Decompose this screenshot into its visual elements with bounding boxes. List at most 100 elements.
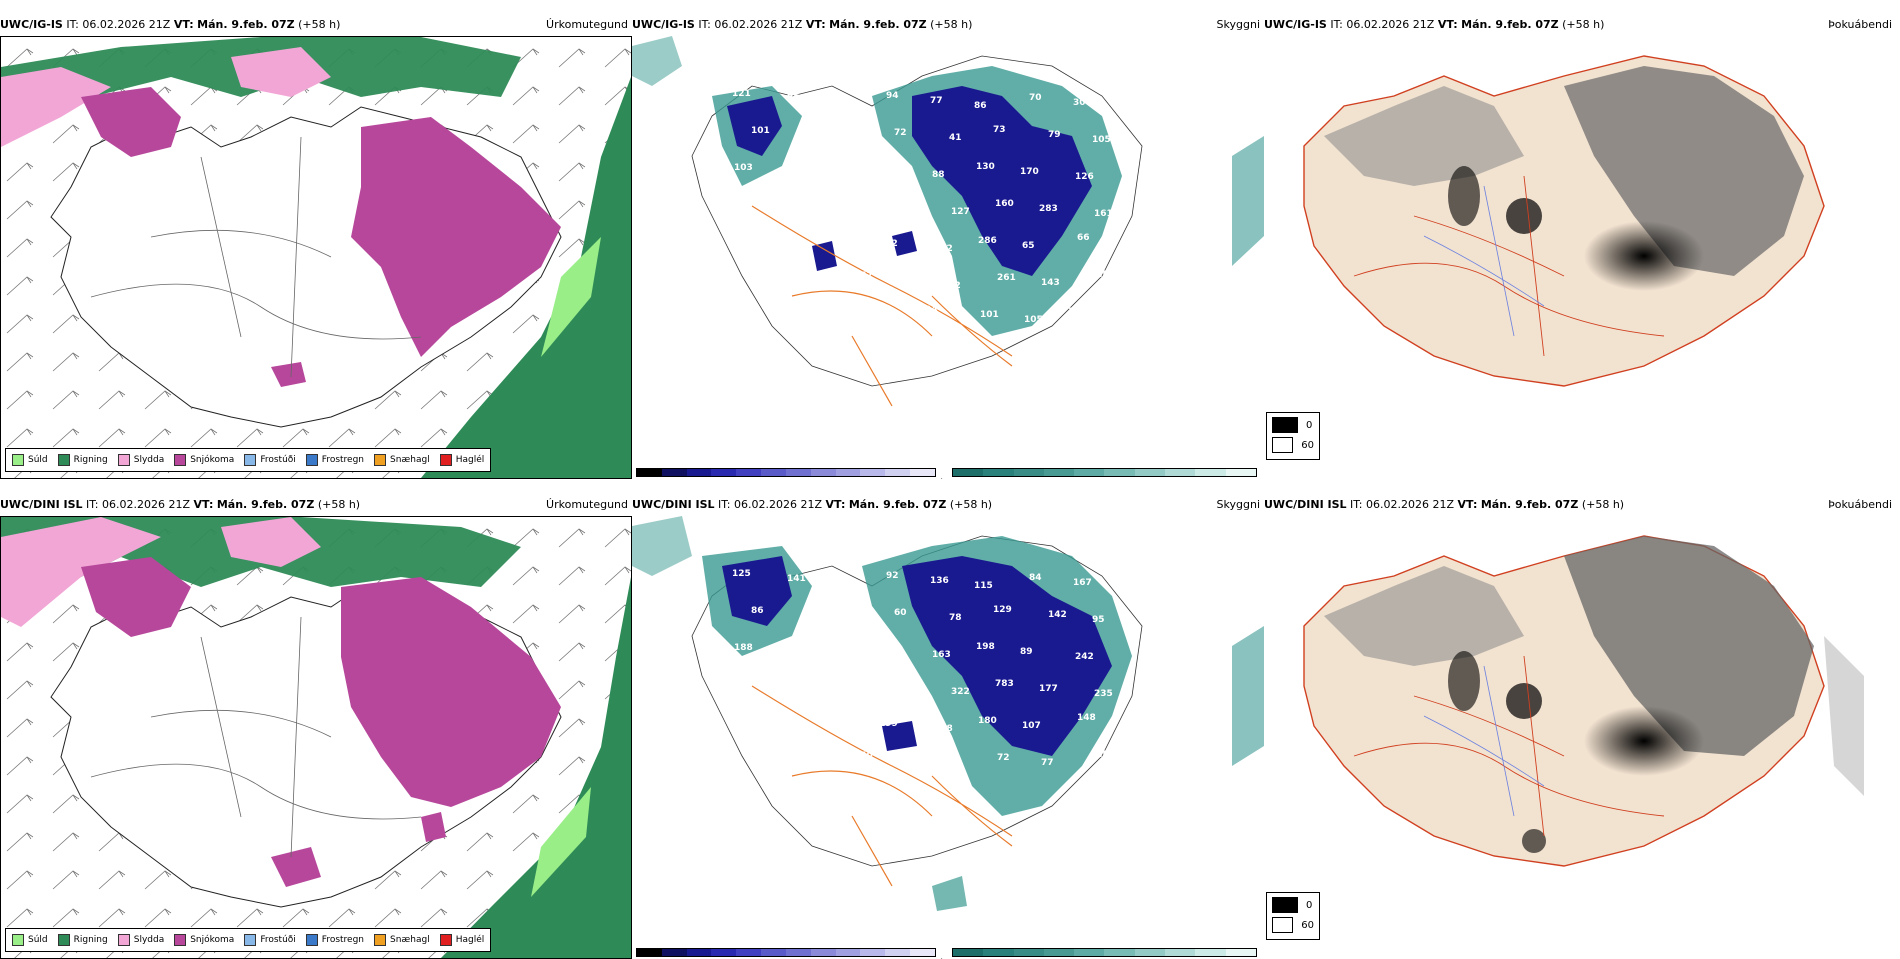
visibility-value: 180	[978, 716, 997, 726]
visibility-value: 33	[782, 316, 795, 326]
visibility-value: 94	[925, 305, 938, 315]
visibility-value: 88	[932, 170, 945, 180]
visibility-map: 125 141 230 92 136 115 84 167 86 155 109 60 78 129 142…	[632, 516, 1264, 959]
legend-item-snaehagl: Snæhagl	[374, 934, 430, 946]
visibility-value: 151	[1096, 750, 1115, 760]
visibility-value: 51	[789, 648, 802, 658]
vt-label: VT:	[805, 18, 826, 31]
vt-value: Mán. 9.feb. 07Z	[829, 18, 927, 31]
km-colorbar-bar	[952, 948, 1257, 957]
visibility-value: 130	[976, 162, 995, 172]
cloud-legend-row2: 0 60	[1266, 892, 1320, 940]
visibility-value: 161	[1094, 209, 1113, 219]
km-tick: 6	[1119, 478, 1125, 479]
vt-label: VT:	[1437, 18, 1458, 31]
swatch	[374, 934, 387, 946]
visibility-value: 229	[780, 722, 799, 732]
visibility-value: 122	[879, 239, 898, 249]
legend-label: Snjókoma	[190, 935, 235, 945]
visibility-value: 79	[833, 653, 846, 663]
km-tick: 2	[999, 478, 1005, 479]
visibility-value: 265	[837, 308, 856, 318]
legend-label: Frostúði	[260, 935, 296, 945]
visibility-value: 57	[942, 761, 955, 771]
model-name: UWC/IG-IS	[1264, 18, 1327, 31]
visibility-value: 115	[974, 581, 993, 591]
swatch	[117, 934, 130, 946]
legend-item-frostudi: Frostúði	[244, 934, 296, 946]
visibility-value: 107	[850, 136, 869, 146]
km-tick: 1	[969, 478, 975, 479]
visibility-value: 86	[974, 101, 987, 111]
visibility-value: 110	[1068, 307, 1087, 317]
visibility-value: 157	[854, 271, 873, 281]
field-name: Þokuábendi	[1828, 18, 1892, 31]
precip-map: Súld Rigning Slydda Snjókoma Frostúði Fr…	[0, 36, 632, 479]
field-name: Þokuábendi	[1828, 498, 1892, 511]
cloud-legend-item: 60	[1267, 913, 1319, 933]
cloud-legend-item: 0	[1267, 893, 1319, 913]
height-tick: 400	[752, 478, 771, 479]
it-label: IT:	[698, 18, 711, 31]
visibility-value: 125	[732, 569, 751, 579]
panel-header: UWC/DINI ISL IT: 06.02.2026 21Z VT: Mán.…	[0, 494, 632, 516]
visibility-value: 155	[1096, 270, 1115, 280]
visibility-value: 103	[734, 163, 753, 173]
visibility-value: 177	[1039, 684, 1058, 694]
visibility-value: 198	[755, 754, 774, 764]
visibility-value: 60	[894, 608, 907, 618]
lead-time: (+58 h)	[317, 498, 361, 511]
precip-legend: Súld Rigning Slydda Snjókoma Frostúði Fr…	[5, 928, 492, 952]
height-colorbar-bar	[636, 468, 936, 477]
visibility-value: 242	[1075, 652, 1094, 662]
visibility-value: 89	[1020, 647, 1033, 657]
it-label: IT:	[1350, 498, 1363, 511]
field-name: Úrkomutegund	[546, 18, 628, 31]
height-tick: 800	[864, 478, 883, 479]
cloud-map	[1264, 516, 1896, 959]
vt-label: VT:	[173, 18, 194, 31]
visibility-value: 170	[1020, 167, 1039, 177]
visibility-value: 141	[787, 574, 806, 584]
legend-item-sudl: Súld	[12, 934, 48, 946]
vt-label: VT:	[193, 498, 214, 511]
visibility-value: 282	[934, 244, 953, 254]
it-value: 06.02.2026 21Z	[1366, 498, 1455, 511]
height-tick: 0	[643, 478, 649, 479]
it-value: 06.02.2026 21Z	[714, 18, 803, 31]
visibility-value: 107	[808, 205, 827, 215]
visibility-value: 235	[1094, 689, 1113, 699]
precip-panel-row1: UWC/IG-IS IT: 06.02.2026 21Z VT: Mán. 9.…	[0, 14, 632, 479]
visibility-value: 71	[753, 200, 766, 210]
swatch	[1272, 917, 1294, 933]
visibility-value: 199	[879, 719, 898, 729]
swatch	[57, 454, 70, 466]
legend-item-snaehagl: Snæhagl	[374, 454, 430, 466]
precip-panel-row2: UWC/DINI ISL IT: 06.02.2026 21Z VT: Mán.…	[0, 494, 632, 959]
it-label: IT:	[66, 18, 79, 31]
visibility-value: 95	[1092, 615, 1105, 625]
visibility-panel-row2: UWC/DINI ISL IT: 06.02.2026 21Z VT: Mán.…	[632, 494, 1264, 959]
visibility-value: 126	[1075, 172, 1094, 182]
field-name: Skyggni	[1216, 18, 1260, 31]
vt-value: Mán. 9.feb. 07Z	[848, 498, 947, 511]
visibility-value: 92	[886, 571, 899, 581]
visibility-value: 155	[877, 165, 896, 175]
cloud-legend-item: 60	[1267, 433, 1319, 453]
swatch	[439, 454, 452, 466]
vt-value: Mán. 9.feb. 07Z	[1480, 498, 1579, 511]
model-name: UWC/IG-IS	[632, 18, 695, 31]
height-unit: m	[632, 478, 635, 479]
visibility-value: 160	[995, 199, 1014, 209]
swatch	[244, 934, 257, 946]
visibility-value: 77	[787, 94, 800, 104]
panel-header: UWC/IG-IS IT: 06.02.2026 21Z VT: Mán. 9.…	[632, 14, 1264, 36]
legend-label: Súld	[28, 455, 48, 465]
visibility-value: 239	[898, 276, 917, 286]
it-label: IT:	[1330, 18, 1343, 31]
swatch	[12, 934, 24, 946]
visibility-value: 440	[854, 751, 873, 761]
visibility-value: 286	[978, 236, 997, 246]
swatch	[174, 934, 187, 946]
lead-time: (+58 h)	[949, 498, 993, 511]
